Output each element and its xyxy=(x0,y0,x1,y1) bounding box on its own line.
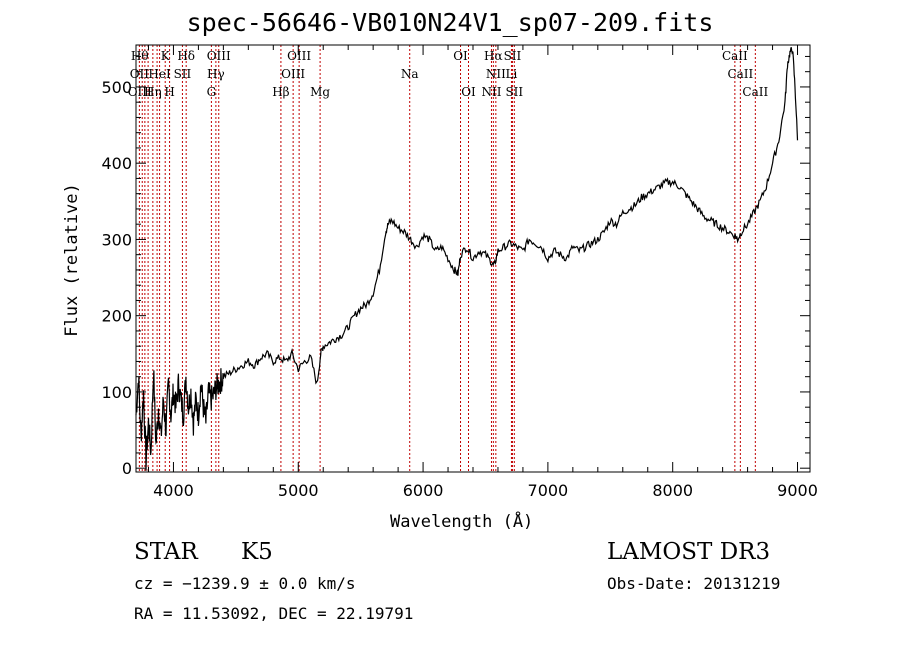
x-axis-label: Wavelength (Å) xyxy=(390,512,534,532)
x-tick-label: 9000 xyxy=(777,481,818,500)
line-label: HeI xyxy=(148,67,171,81)
line-label: G xyxy=(207,85,217,99)
line-label: Hδ xyxy=(177,49,195,63)
line-label: NII xyxy=(481,85,501,99)
x-tick-label: 6000 xyxy=(403,481,444,500)
line-label: SII xyxy=(504,49,522,63)
coordinates: RA = 11.53092, DEC = 22.19791 xyxy=(134,604,414,623)
spectrum-series xyxy=(135,47,799,471)
chart-title: spec-56646-VB010N24V1_sp07-209.fits xyxy=(186,8,714,37)
y-tick-label: 500 xyxy=(101,78,132,97)
axis-tick-labels: 4000 5000 6000 7000 8000 9000 0 100 200 300 400 500 xyxy=(101,78,817,500)
y-axis-label: Flux (relative) xyxy=(62,183,82,337)
line-label: K xyxy=(161,49,171,63)
observation-date: Obs-Date: 20131219 xyxy=(607,574,781,593)
line-label: OIII xyxy=(287,49,311,63)
survey-name: LAMOST DR3 xyxy=(607,539,771,565)
object-subclass: K5 xyxy=(241,539,273,565)
line-label: OIII xyxy=(281,67,305,81)
object-class: STAR xyxy=(134,539,198,565)
x-tick-label: 8000 xyxy=(652,481,693,500)
line-label: H xyxy=(164,85,174,99)
line-label: SII xyxy=(505,85,523,99)
line-label: CaII xyxy=(727,67,753,81)
line-label: OI xyxy=(453,49,468,63)
line-label: Hη xyxy=(144,85,162,99)
y-tick-label: 200 xyxy=(101,307,132,326)
y-tick-label: 300 xyxy=(101,230,132,249)
line-label: CaII xyxy=(722,49,748,63)
x-tick-label: 5000 xyxy=(278,481,319,500)
line-label: Hα xyxy=(484,49,503,63)
line-label: Mg xyxy=(310,85,330,99)
axis-ticks xyxy=(136,45,810,472)
y-tick-label: 0 xyxy=(122,459,132,478)
y-tick-label: 100 xyxy=(101,383,132,402)
line-label: OIII xyxy=(128,85,152,99)
line-label: OII xyxy=(130,67,150,81)
spectral-line-markers xyxy=(138,45,756,472)
line-label: OI xyxy=(461,85,476,99)
x-tick-label: 4000 xyxy=(153,481,194,500)
line-label: Li xyxy=(506,67,518,81)
line-label: CaII xyxy=(742,85,768,99)
line-label: Hγ xyxy=(207,67,225,81)
line-label: Na xyxy=(401,67,419,81)
spectrum-line xyxy=(135,47,799,471)
line-label: SII xyxy=(174,67,192,81)
redshift-cz: cz = −1239.9 ± 0.0 km/s xyxy=(134,574,356,593)
line-label: OIII xyxy=(207,49,231,63)
x-tick-label: 7000 xyxy=(528,481,569,500)
line-label: Hβ xyxy=(272,85,289,99)
line-label: NII xyxy=(486,67,506,81)
y-tick-label: 400 xyxy=(101,154,132,173)
